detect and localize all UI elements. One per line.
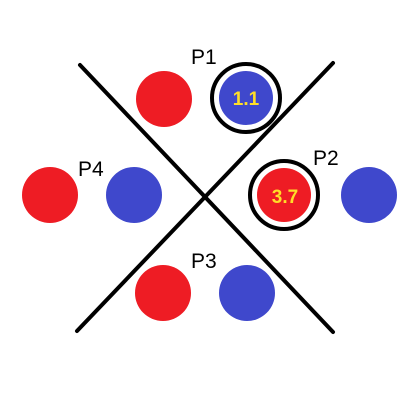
- token-p2-blue[interactable]: [341, 167, 397, 223]
- player-label-p2: P2: [313, 147, 339, 170]
- token-p3-red[interactable]: [135, 265, 191, 321]
- token-value-p2: 3.7: [272, 187, 298, 208]
- highlight-ring-p1: [210, 62, 282, 134]
- highlight-ring-p2: [248, 159, 320, 231]
- player-label-p4: P4: [78, 158, 104, 181]
- token-p2-red[interactable]: [257, 168, 311, 222]
- diagonal-line-right: [75, 61, 335, 333]
- player-label-p3: P3: [191, 250, 217, 273]
- token-p4-red[interactable]: [22, 167, 78, 223]
- token-p4-blue[interactable]: [106, 167, 162, 223]
- token-p1-blue[interactable]: [219, 71, 273, 125]
- token-value-p1: 1.1: [233, 89, 260, 110]
- token-p1-red[interactable]: [136, 71, 192, 127]
- player-label-p1: P1: [191, 46, 217, 69]
- token-p3-blue[interactable]: [219, 265, 275, 321]
- diagonal-line-left: [78, 63, 335, 334]
